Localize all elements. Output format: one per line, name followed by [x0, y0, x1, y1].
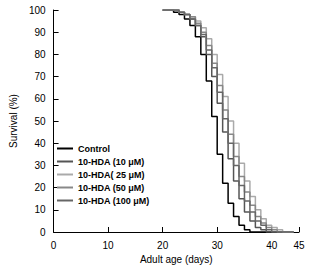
svg-text:Survival (%): Survival (%): [8, 94, 19, 148]
svg-text:100: 100: [29, 5, 46, 16]
svg-text:20: 20: [157, 240, 169, 251]
svg-text:30: 30: [212, 240, 224, 251]
svg-text:10-HDA (100 μM): 10-HDA (100 μM): [78, 196, 149, 206]
svg-text:10-HDA( 25 μM): 10-HDA( 25 μM): [78, 170, 145, 180]
svg-text:80: 80: [34, 49, 46, 60]
svg-text:10: 10: [103, 240, 115, 251]
svg-text:0: 0: [40, 227, 46, 238]
svg-text:0: 0: [51, 240, 57, 251]
svg-text:40: 40: [266, 240, 278, 251]
svg-text:Control: Control: [78, 144, 110, 154]
svg-text:60: 60: [34, 93, 46, 104]
svg-text:70: 70: [34, 71, 46, 82]
svg-text:45: 45: [293, 240, 305, 251]
svg-text:40: 40: [34, 138, 46, 149]
svg-text:90: 90: [34, 27, 46, 38]
svg-text:Adult age (days): Adult age (days): [140, 254, 213, 265]
svg-text:10-HDA (50 μM): 10-HDA (50 μM): [78, 183, 144, 193]
svg-text:10: 10: [34, 204, 46, 215]
svg-text:50: 50: [34, 116, 46, 127]
svg-text:30: 30: [34, 160, 46, 171]
svg-text:20: 20: [34, 182, 46, 193]
svg-text:10-HDA (10 μM): 10-HDA (10 μM): [78, 157, 144, 167]
